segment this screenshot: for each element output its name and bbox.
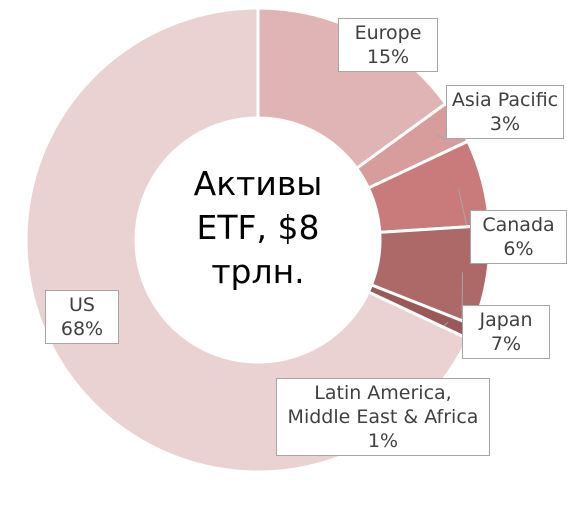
chart-title: Активы ETF, $8 трлн. xyxy=(193,164,323,291)
category: Canada xyxy=(482,214,555,236)
data-label: Canada 6% xyxy=(470,210,567,264)
slice xyxy=(24,6,470,474)
percent: 68% xyxy=(60,318,104,340)
category: Asia Pacific xyxy=(451,89,559,111)
category: Japan xyxy=(479,309,533,331)
percent: 3% xyxy=(489,113,521,135)
category: Europe xyxy=(354,22,422,44)
data-label: Latin America, Middle East & Africa 1% xyxy=(276,378,490,456)
percent: 7% xyxy=(490,333,522,355)
data-label: Asia Pacific 3% xyxy=(446,85,564,139)
data-label: Europe 15% xyxy=(338,18,438,72)
category: US xyxy=(69,294,95,316)
data-label: US 68% xyxy=(45,290,119,344)
percent: 15% xyxy=(366,46,410,68)
category: Latin America, Middle East & Africa xyxy=(287,382,479,428)
slice xyxy=(256,6,448,171)
leader-line xyxy=(435,134,447,141)
percent: 1% xyxy=(367,430,399,452)
data-label: Japan 7% xyxy=(462,305,550,359)
percent: 6% xyxy=(503,238,534,260)
